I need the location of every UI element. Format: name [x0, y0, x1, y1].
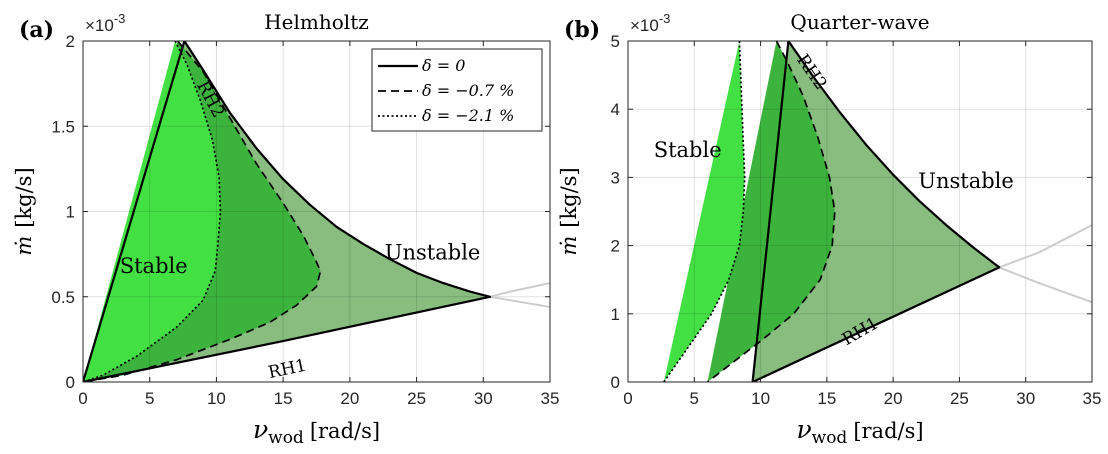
panel-b: 0 5 10 15 20 25 30 35 0 1 2 3 4 5 ×10-3 (b) Quarter-wave… — [557, 10, 1101, 448]
series-line-solid — [751, 41, 1001, 382]
panel-label: (a) — [19, 17, 54, 43]
plot-area — [628, 41, 1092, 382]
chart-title: Quarter-wave — [790, 10, 929, 34]
plot-area — [83, 41, 550, 382]
x-tick-label: 0 — [623, 389, 632, 408]
legend-entry: δ = −0.7 % — [422, 81, 514, 100]
x-tick-label: 10 — [207, 389, 226, 408]
chart-title: Helmholtz — [264, 10, 369, 34]
y-axis-label-symbol: ṁ — [557, 236, 581, 256]
panel-a: 0 5 10 15 20 25 30 35 0 0.5 1 1.5 2 ×10-3 (a) Helmholtz… — [12, 10, 559, 448]
region-label-unstable: Unstable — [918, 169, 1014, 193]
panel-label: (b) — [564, 17, 600, 43]
y-tick-label: 3 — [611, 168, 620, 187]
x-axis-label-unit: [rad/s] — [310, 419, 380, 443]
region-label-stable: Stable — [120, 254, 188, 278]
y-tick-label: 1.5 — [51, 117, 75, 136]
x-axis-label-unit: [rad/s] — [853, 419, 923, 443]
x-tick-label: 35 — [1083, 389, 1102, 408]
y-multiplier: ×10-3 — [630, 11, 670, 35]
x-tick-label: 25 — [950, 389, 969, 408]
x-axis-label-subscript: wod — [268, 428, 304, 448]
x-tick-label: 30 — [1016, 389, 1035, 408]
series-line-solid — [83, 41, 492, 382]
x-axis-label-symbol: ν — [796, 415, 811, 444]
series-line-dashed — [706, 41, 836, 382]
x-tick-label: 20 — [884, 389, 903, 408]
series-line-dotted — [83, 41, 222, 382]
y-tick-label: 0.5 — [51, 288, 75, 307]
y-multiplier-exponent: -3 — [659, 11, 671, 26]
y-multiplier: ×10-3 — [85, 11, 125, 35]
region-delta-2.1-fill — [83, 41, 221, 382]
continuation-line — [489, 295, 550, 308]
x-axis-label: νwod [rad/s] — [253, 415, 380, 448]
continuation-line — [998, 224, 1092, 269]
x-tick-label: 15 — [817, 389, 836, 408]
x-tick-label: 5 — [145, 389, 154, 408]
x-tick-label: 5 — [690, 389, 699, 408]
x-tick-label: 20 — [340, 389, 359, 408]
continuation-line — [489, 282, 550, 298]
region-delta-2.1-fill — [663, 41, 745, 382]
y-multiplier-base: ×10 — [85, 16, 114, 35]
y-tick-label: 4 — [611, 100, 620, 119]
legend-entry: δ = 0 — [422, 56, 465, 75]
series-line-dotted — [663, 41, 746, 382]
x-axis-label: νwod [rad/s] — [796, 415, 923, 448]
y-tick-label: 0 — [66, 373, 75, 392]
y-tick-label: 2 — [66, 32, 75, 51]
legend-box — [371, 48, 543, 132]
x-tick-label: 10 — [751, 389, 770, 408]
y-axis-label-symbol: ṁ — [12, 236, 36, 256]
legend-entry: δ = −2.1 % — [422, 106, 514, 125]
series-line-dashed — [83, 41, 322, 382]
y-multiplier-exponent: -3 — [114, 11, 126, 26]
y-tick-label: 2 — [611, 237, 620, 256]
y-multiplier-base: ×10 — [630, 16, 659, 35]
x-tick-label: 30 — [474, 389, 493, 408]
continuation-line — [998, 266, 1092, 304]
x-tick-label: 0 — [78, 389, 87, 408]
y-tick-label: 5 — [611, 32, 620, 51]
y-tick-label: 1 — [66, 203, 75, 222]
y-tick-label: 0 — [611, 373, 620, 392]
axes-box — [627, 40, 1093, 383]
x-axis-label-subscript: wod — [812, 428, 848, 448]
region-label-unstable: Unstable — [385, 240, 481, 264]
y-axis-label-unit: [kg/s] — [557, 167, 581, 227]
y-tick-label: 1 — [611, 305, 620, 324]
y-axis-label-unit: [kg/s] — [12, 167, 36, 227]
x-tick-label: 15 — [274, 389, 293, 408]
legend: δ = 0 δ = −0.7 % δ = −2.1 % — [371, 48, 543, 132]
x-axis-label-symbol: ν — [253, 415, 268, 444]
y-axis-label: ṁ [kg/s] — [12, 167, 36, 255]
x-tick-label: 25 — [407, 389, 426, 408]
x-tick-label: 35 — [541, 389, 560, 408]
y-axis-label: ṁ [kg/s] — [557, 167, 581, 255]
region-label-stable: Stable — [654, 138, 722, 162]
